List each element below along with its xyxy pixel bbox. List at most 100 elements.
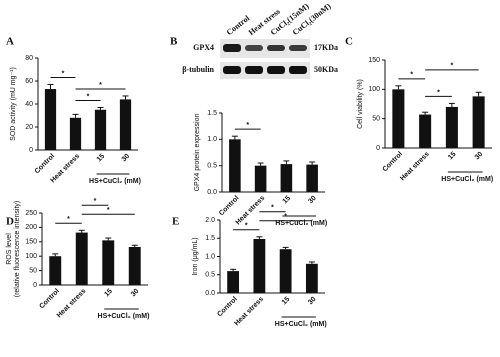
- y-tick-label: 0.5: [205, 272, 215, 279]
- lane-label: Control: [225, 13, 252, 37]
- y-tick-label: 20: [25, 124, 33, 131]
- y-tick-label: 2.0: [205, 217, 215, 224]
- y-tick-label: 100: [368, 86, 380, 93]
- panel-letter: A: [6, 36, 14, 48]
- blot-size-label: 17KDa: [314, 43, 338, 52]
- bar: [49, 256, 62, 285]
- panel-letter: D: [6, 216, 14, 228]
- y-tick-label: 250: [25, 210, 37, 217]
- bar: [254, 165, 267, 192]
- y-axis-label: (relative fluorescence intensity): [14, 201, 21, 298]
- y-tick-label: 100: [25, 253, 37, 260]
- significance-label: *: [451, 63, 454, 70]
- y-tick-label: 0.0: [205, 290, 215, 297]
- significance-label: *: [410, 72, 413, 79]
- y-tick-label: 1.0: [207, 136, 217, 143]
- bar: [119, 99, 132, 150]
- x-tick-label: 15: [104, 288, 115, 299]
- blot-band: [289, 66, 307, 74]
- bar: [229, 139, 241, 192]
- significance-label: *: [107, 207, 110, 214]
- y-tick-label: 40: [25, 101, 33, 108]
- y-tick-label: 60: [25, 78, 33, 85]
- x-tick-label: 30: [307, 296, 318, 307]
- y-tick-label: 1.0: [205, 253, 215, 260]
- x-tick-label: 30: [474, 151, 485, 162]
- y-tick-label: 1.5: [205, 235, 215, 242]
- y-tick-label: 0: [33, 282, 37, 289]
- blot-membrane: [220, 39, 310, 58]
- bar: [305, 263, 318, 293]
- group-label: HS+CuCl₂ (mM): [275, 321, 327, 328]
- bar: [419, 114, 432, 148]
- significance-label: *: [246, 122, 249, 129]
- y-tick-label: 0: [29, 147, 33, 154]
- blot-band: [223, 44, 241, 52]
- bar: [253, 238, 266, 293]
- y-axis-label: SOD activity (mU mg⁻¹): [10, 67, 17, 141]
- significance-label: *: [94, 198, 97, 205]
- bar: [44, 89, 57, 150]
- significance-label: *: [87, 93, 90, 100]
- blot-membrane: [220, 62, 310, 79]
- y-tick-label: 0.5: [207, 163, 217, 170]
- western-blot: [220, 39, 310, 79]
- group-label: HS+CuCl₂ (mM): [441, 176, 493, 183]
- bar: [279, 249, 292, 293]
- bar: [472, 96, 485, 148]
- y-tick-label: 150: [368, 57, 380, 64]
- blot-band: [245, 66, 263, 74]
- group-label: HS+CuCl₂ (mM): [89, 178, 141, 185]
- y-tick-label: 200: [25, 224, 37, 231]
- bar: [392, 89, 405, 148]
- group-label: HS+CuCl₂ (mM): [98, 313, 150, 320]
- significance-label: *: [284, 214, 287, 221]
- y-axis-label: Cell viability (%): [357, 79, 364, 129]
- bar: [94, 109, 107, 150]
- bar: [69, 117, 82, 150]
- bar: [128, 246, 141, 285]
- bar: [445, 106, 458, 148]
- y-axis-label: ROS level: [6, 233, 13, 265]
- blot-size-label: 50KDa: [314, 65, 338, 74]
- y-axis-label: GPX4 protein expression: [194, 113, 201, 191]
- x-tick-label: Control: [216, 296, 239, 319]
- y-tick-label: 1.5: [207, 110, 217, 117]
- y-axis-label: Iron (μg/mL): [192, 237, 199, 275]
- bar: [75, 232, 88, 285]
- blot-row-label: GPX4: [193, 43, 214, 52]
- y-tick-label: 80: [25, 55, 33, 62]
- x-tick-label: 15: [96, 153, 107, 164]
- x-tick-label: 15: [447, 151, 458, 162]
- x-tick-label: 15: [281, 296, 292, 307]
- significance-label: *: [67, 216, 70, 223]
- x-tick-label: 15: [282, 195, 293, 206]
- significance-label: *: [271, 205, 274, 212]
- x-tick-label: Control: [218, 195, 241, 218]
- significance-label: *: [62, 70, 65, 77]
- y-tick-label: 0.0: [207, 189, 217, 196]
- blot-row-label: β-tubulin: [182, 65, 214, 74]
- x-tick-label: Control: [382, 151, 405, 174]
- x-tick-label: 30: [130, 288, 141, 299]
- bar: [280, 164, 293, 192]
- blot-band: [223, 66, 241, 74]
- x-tick-label: 30: [121, 153, 132, 164]
- blot-band: [289, 45, 307, 51]
- bar: [306, 164, 318, 192]
- panel-letter: E: [172, 216, 179, 228]
- x-tick-label: Heat stress: [399, 151, 431, 183]
- x-tick-label: Control: [34, 153, 57, 176]
- blot-band: [267, 66, 285, 74]
- x-tick-label: 30: [307, 195, 318, 206]
- x-tick-label: Control: [38, 288, 61, 311]
- y-tick-label: 150: [25, 239, 37, 246]
- bar: [227, 271, 240, 293]
- significance-label: *: [437, 89, 440, 96]
- panel-letter: C: [345, 36, 353, 48]
- y-tick-label: 50: [29, 267, 37, 274]
- bar: [102, 240, 115, 285]
- panel-letter: B: [170, 36, 178, 48]
- y-tick-label: 50: [372, 116, 380, 123]
